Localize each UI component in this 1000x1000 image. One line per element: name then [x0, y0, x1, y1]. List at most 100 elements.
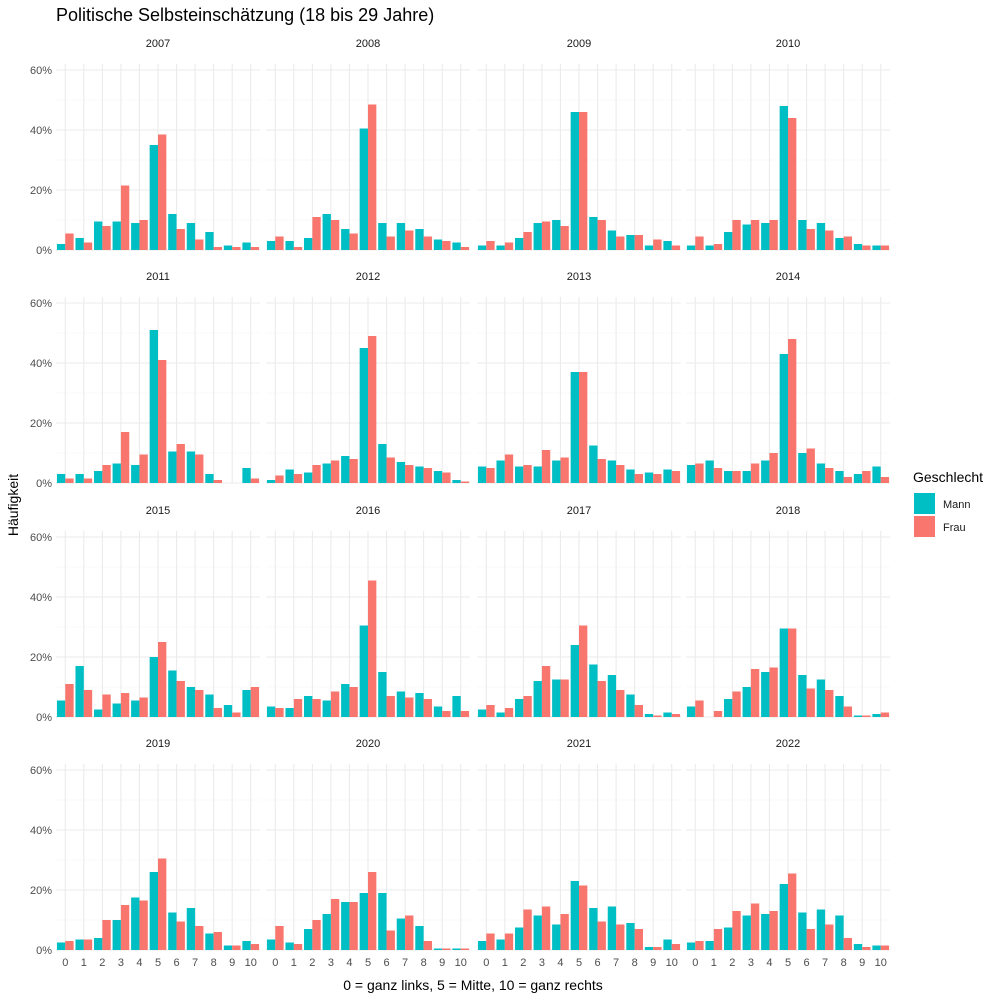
bar-2011-mann-10: [242, 468, 251, 483]
bar-2012-frau-3: [330, 460, 340, 483]
bar-2007-mann-5: [149, 145, 158, 250]
bar-2010-frau-3: [750, 220, 760, 250]
x-tick-label: 0: [483, 957, 489, 969]
panel-strip-label: 2013: [567, 271, 591, 283]
panel-2022: 2022 0 1 2 3 4 5 6 7 8 9 10: [686, 738, 890, 969]
bar-2017-frau-6: [597, 681, 606, 717]
y-tick-label: 0%: [36, 945, 52, 957]
bar-2015-frau-5: [158, 642, 167, 717]
bar-2015-mann-4: [131, 700, 140, 717]
y-tick-label: 20%: [30, 652, 52, 664]
bar-2020-mann-2: [304, 929, 313, 950]
legend: Geschlecht Mann Frau: [913, 469, 983, 537]
bar-2007-mann-10: [242, 242, 251, 250]
bar-2007-mann-3: [112, 221, 121, 250]
bar-2013-frau-10: [671, 471, 681, 483]
x-tick-label: 1: [81, 957, 87, 969]
bar-2016-mann-2: [304, 696, 313, 717]
x-tick-label: 5: [155, 957, 161, 969]
bar-2009-frau-1: [504, 242, 514, 250]
bar-2013-frau-1: [504, 454, 514, 483]
bar-2018-mann-5: [779, 628, 788, 717]
bar-2010-frau-0: [695, 236, 704, 250]
x-tick-label: 0: [272, 957, 278, 969]
x-tick-label: 5: [576, 957, 582, 969]
bar-2011-mann-0: [56, 474, 66, 483]
bar-2022-mann-6: [798, 912, 807, 950]
bar-2016-mann-4: [341, 684, 350, 717]
x-tick-label: 2: [309, 957, 315, 969]
bar-2022-frau-10: [880, 945, 890, 950]
bar-2017-mann-9: [644, 714, 654, 717]
bar-2007-mann-7: [186, 223, 196, 250]
bar-2011-frau-10: [250, 478, 260, 483]
bar-2018-frau-2: [732, 691, 741, 717]
bar-2019-frau-5: [158, 858, 167, 950]
bar-2019-frau-7: [195, 926, 204, 950]
bar-2011-mann-5: [149, 330, 158, 483]
bar-2022-mann-8: [835, 915, 844, 950]
bar-2020-frau-10: [460, 948, 470, 950]
bar-2014-mann-8: [835, 471, 844, 483]
x-tick-label: 10: [455, 957, 467, 969]
bar-2019-mann-6: [168, 912, 177, 950]
bar-2008-frau-0: [275, 236, 284, 250]
bar-2019-mann-8: [205, 933, 214, 950]
panel-strip-label: 2010: [776, 38, 800, 50]
bar-2009-frau-3: [541, 221, 551, 250]
bar-2012-frau-1: [293, 474, 303, 483]
x-axis-title: 0 = ganz links, 5 = Mitte, 10 = ganz rec…: [343, 977, 603, 993]
bar-2020-mann-4: [341, 902, 350, 950]
bar-2022-mann-4: [761, 914, 770, 950]
bar-2011-mann-4: [131, 465, 140, 483]
panel-strip-label: 2021: [567, 738, 591, 750]
x-tick-label: 9: [859, 957, 865, 969]
bar-2010-mann-7: [816, 223, 826, 250]
bar-2007-frau-10: [250, 247, 260, 250]
panel-2015: 2015 0% 20% 40% 60%: [30, 505, 260, 724]
bar-2017-frau-2: [523, 696, 532, 717]
panel-2007: 2007 0% 20% 40% 60%: [30, 38, 260, 257]
bar-2012-mann-9: [433, 471, 443, 483]
bar-2008-mann-5: [359, 128, 368, 250]
bar-2011-frau-6: [176, 444, 185, 483]
bar-2016-frau-9: [442, 711, 451, 717]
bar-2012-mann-7: [396, 462, 406, 483]
bar-2008-mann-1: [285, 241, 294, 250]
panel-2020: 2020 0 1 2 3 4 5 6 7 8 9 10: [266, 738, 470, 969]
bar-2013-frau-9: [653, 474, 662, 483]
bar-2008-frau-1: [293, 247, 303, 250]
bar-2019-frau-9: [232, 945, 241, 950]
bar-2021-mann-7: [607, 906, 617, 950]
bar-2020-mann-6: [378, 893, 387, 950]
bar-2017-frau-10: [671, 714, 681, 717]
bar-2007-mann-4: [131, 223, 140, 250]
panel-strip-label: 2008: [356, 38, 380, 50]
bar-2018-frau-9: [862, 715, 871, 717]
bar-2013-frau-7: [616, 465, 625, 483]
bar-2016-mann-9: [433, 706, 443, 717]
bar-2021-mann-2: [515, 927, 524, 950]
bar-2012-frau-8: [423, 468, 432, 483]
panel-2016: 2016: [266, 505, 470, 718]
bar-2020-mann-9: [433, 948, 443, 950]
bar-2014-frau-3: [750, 463, 760, 483]
bar-2009-frau-10: [671, 245, 681, 250]
bar-2011-mann-8: [205, 474, 214, 483]
y-axis-title: Häufigkeit: [5, 474, 21, 536]
bar-2021-frau-6: [597, 921, 606, 950]
bar-2020-mann-1: [285, 942, 294, 950]
bar-2012-frau-7: [405, 465, 414, 483]
y-tick-label: 40%: [30, 592, 52, 604]
bar-2015-mann-6: [168, 670, 177, 717]
x-tick-label: 8: [841, 957, 847, 969]
bar-2018-frau-6: [806, 688, 815, 717]
bar-2019-mann-0: [56, 942, 66, 950]
bar-2014-frau-10: [880, 477, 890, 483]
bar-2018-mann-7: [816, 679, 826, 717]
panel-strip-label: 2015: [146, 505, 170, 517]
y-tick-label: 40%: [30, 125, 52, 137]
bar-2010-mann-9: [853, 244, 863, 250]
panel-strip-label: 2018: [776, 505, 800, 517]
